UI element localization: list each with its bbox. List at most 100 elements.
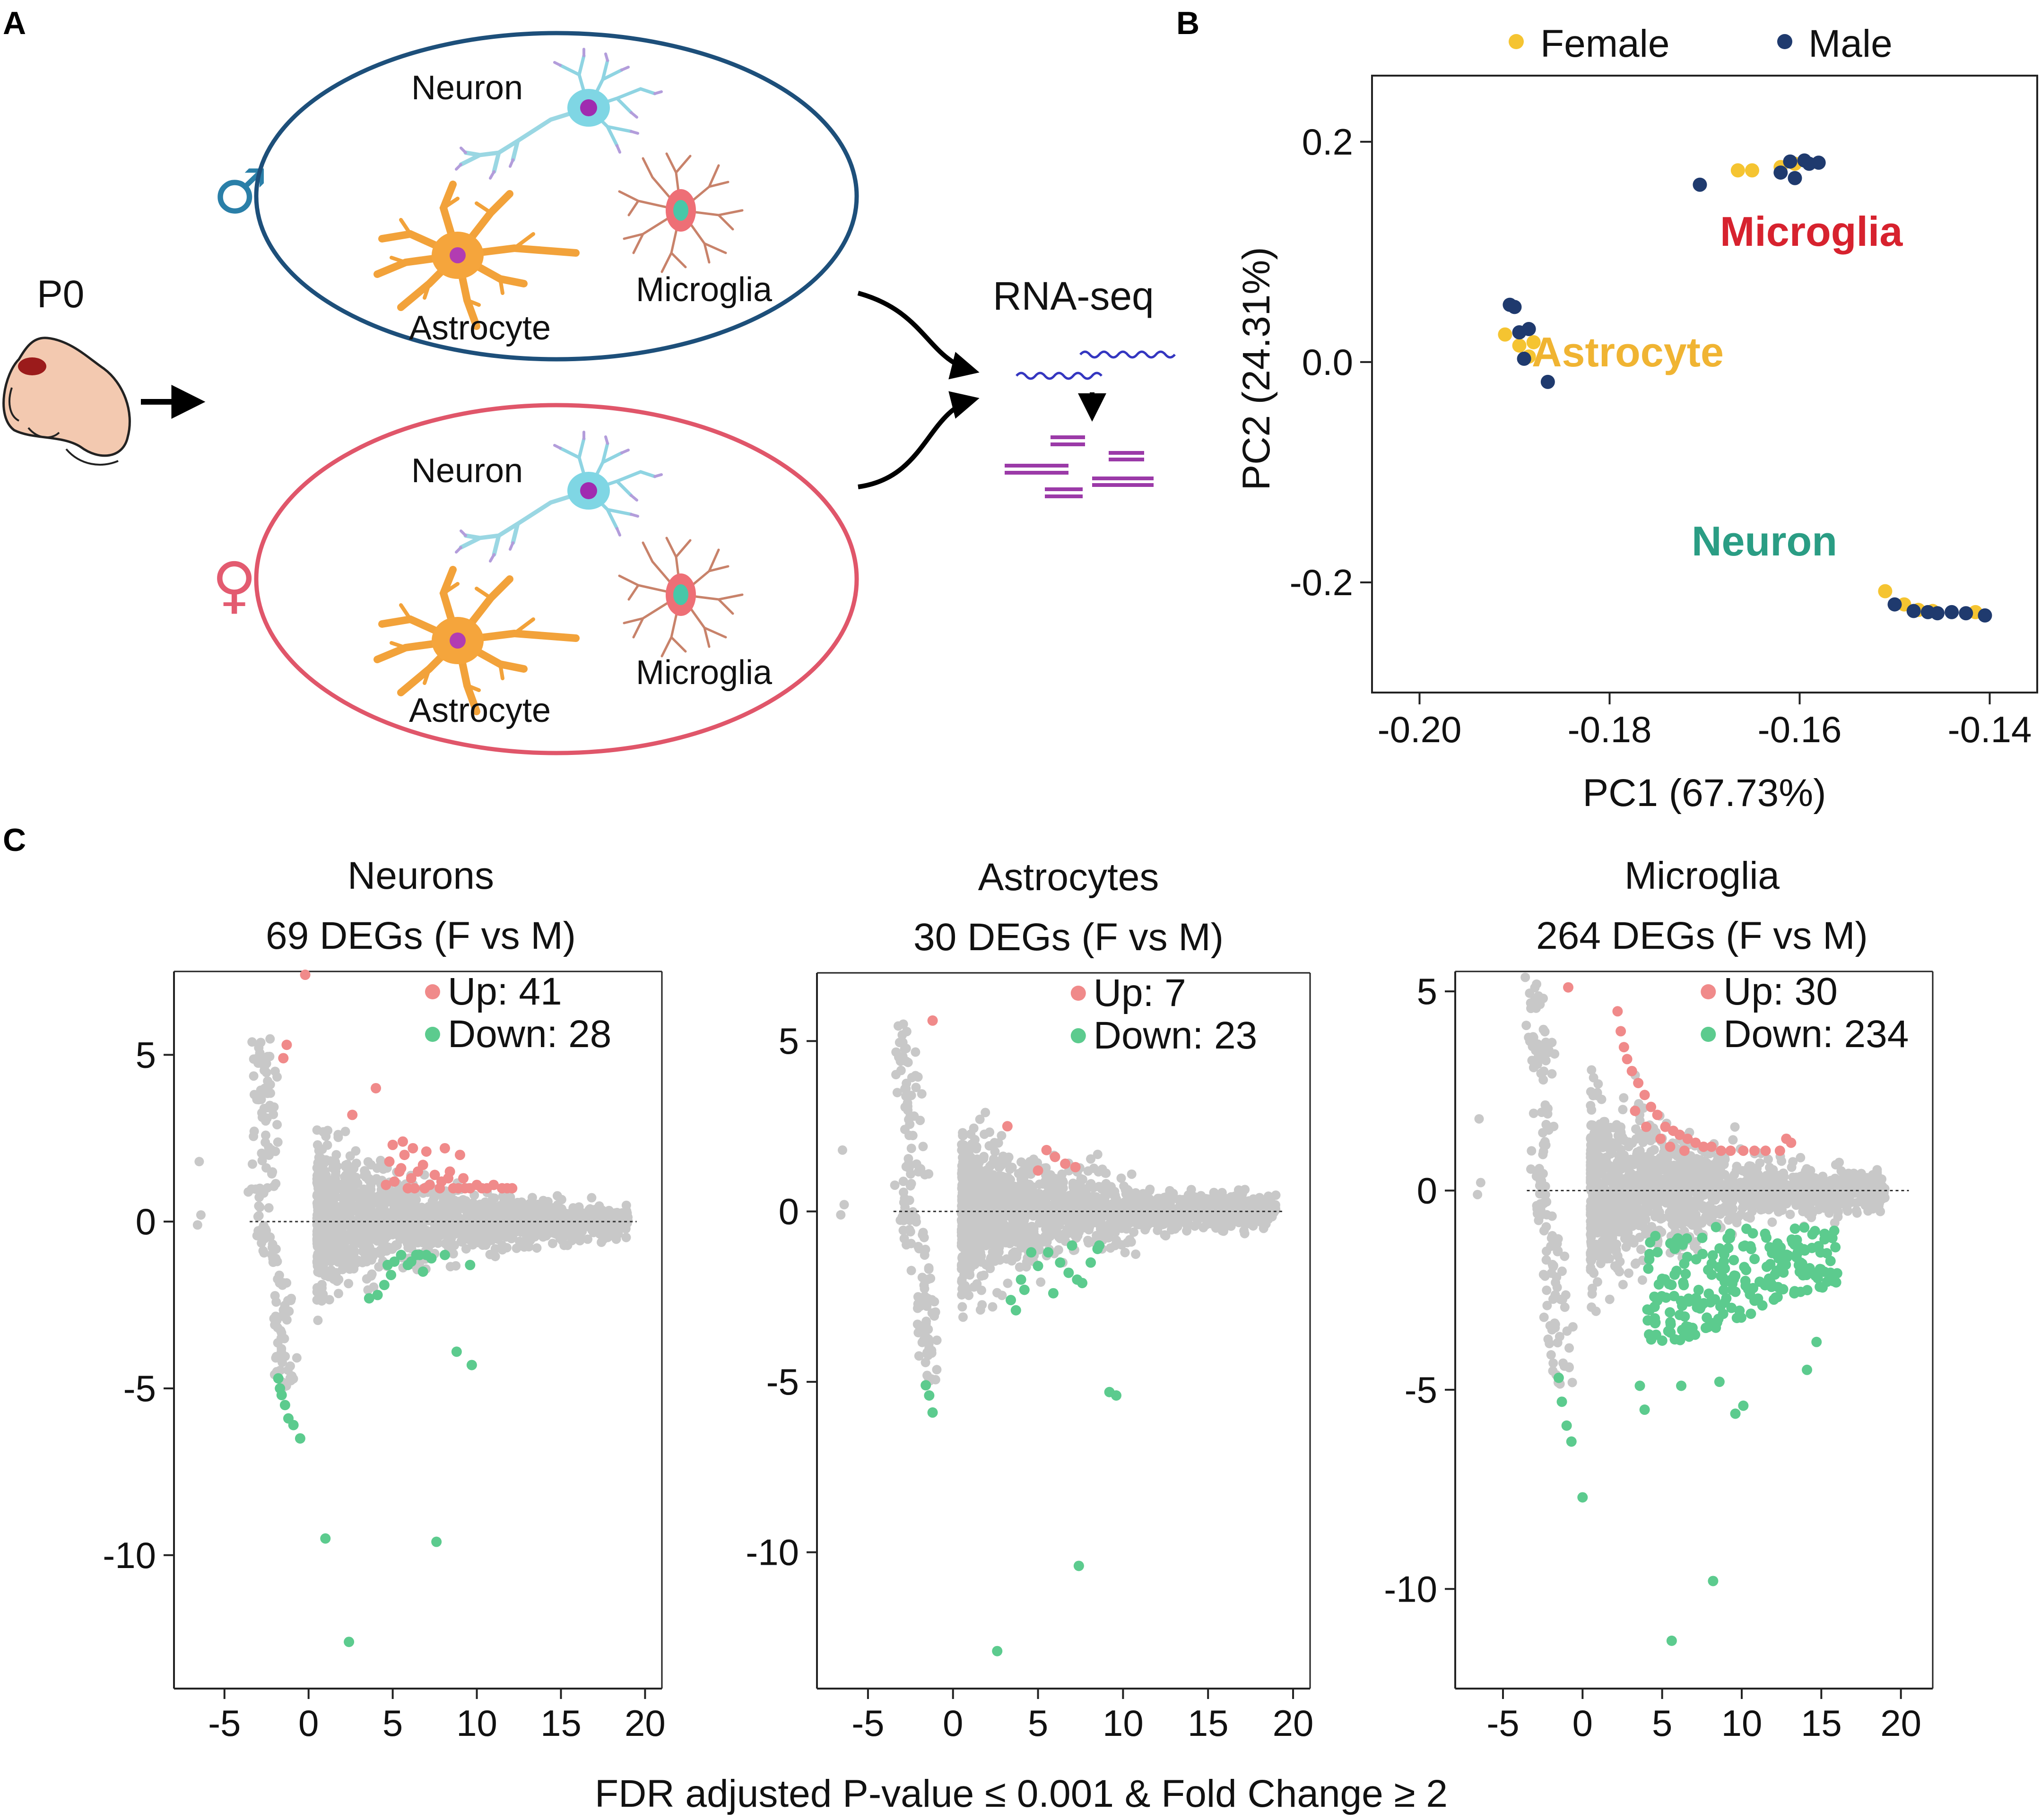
down-point (276, 1390, 287, 1401)
ns-point (1870, 1202, 1880, 1212)
down-point (439, 1249, 450, 1260)
ns-point (1592, 1277, 1602, 1287)
ns-point (1000, 1183, 1010, 1193)
ns-point (410, 1193, 420, 1203)
volcano-xtick-label: 15 (540, 1702, 582, 1744)
ns-point (404, 1207, 414, 1217)
up-point (477, 1183, 487, 1194)
ns-point (269, 1102, 279, 1112)
down-point (1019, 1284, 1030, 1295)
ns-point (519, 1242, 529, 1252)
pca-point-male (1887, 597, 1902, 612)
up-point (454, 1150, 465, 1161)
ns-point (361, 1172, 371, 1182)
non-significant-genes (836, 1019, 1281, 1386)
ns-point (270, 1291, 280, 1301)
up-point (1041, 1144, 1052, 1155)
up-point (1002, 1121, 1013, 1132)
down-point (382, 1259, 393, 1270)
ns-point (317, 1280, 327, 1290)
up-point (1033, 1165, 1043, 1176)
ns-point (926, 1274, 936, 1283)
male-cells-ellipse (254, 31, 859, 362)
volcano-ytick-label: 5 (1417, 971, 1437, 1012)
down-point (1067, 1240, 1077, 1251)
pca-point-male (1945, 605, 1959, 619)
ns-point (283, 1365, 293, 1375)
ns-point (603, 1218, 613, 1228)
pca-point-male (1783, 154, 1798, 169)
pca-point-male (1693, 177, 1707, 192)
ns-point (836, 1210, 846, 1220)
down-point (279, 1400, 290, 1411)
ns-point (362, 1274, 372, 1284)
ns-point (903, 1154, 913, 1164)
ns-point (898, 1051, 908, 1061)
ns-point (461, 1244, 471, 1254)
ns-point (1847, 1188, 1857, 1198)
ns-point (1773, 1187, 1783, 1197)
ns-point (1022, 1257, 1032, 1267)
up-point (399, 1150, 410, 1161)
ns-point (386, 1216, 396, 1226)
ns-point (1635, 1232, 1645, 1242)
up-point (429, 1170, 440, 1180)
volcano-ytick-label: -10 (746, 1532, 799, 1573)
ns-point (1636, 1244, 1646, 1254)
ns-point (313, 1252, 322, 1262)
ns-point (424, 1202, 434, 1212)
ns-point (313, 1167, 323, 1177)
female-astrocyte-cell (377, 570, 576, 711)
ns-point (958, 1312, 968, 1322)
ns-point (427, 1229, 437, 1239)
ns-point (1120, 1248, 1130, 1257)
ns-point (1117, 1199, 1127, 1209)
ns-point (957, 1252, 967, 1262)
volcano-xtick-label: 0 (943, 1702, 963, 1744)
pca-point-female (1730, 163, 1745, 178)
ns-point (994, 1247, 1004, 1257)
ns-point (839, 1200, 849, 1210)
ns-point (556, 1222, 566, 1231)
volcano-ytick-label: -5 (123, 1368, 156, 1409)
ns-point (1012, 1249, 1022, 1259)
volcano-ytick-label: -5 (766, 1361, 799, 1403)
ns-point (1123, 1186, 1133, 1196)
pca-point-female (1498, 327, 1512, 342)
ns-point (1749, 1180, 1759, 1190)
ns-point (1618, 1280, 1628, 1290)
ns-point (932, 1365, 942, 1375)
volcano-subtitle: 30 DEGs (F vs M) (913, 916, 1224, 959)
ns-point (995, 1255, 1005, 1265)
ns-point (983, 1215, 993, 1225)
volcano-xtick-label: 10 (1103, 1702, 1144, 1744)
volcano-ytick-label: -10 (1384, 1568, 1437, 1610)
volcano-xtick-label: -5 (1486, 1702, 1519, 1744)
ns-point (394, 1212, 404, 1222)
ns-point (325, 1251, 335, 1261)
ns-point (251, 1184, 261, 1194)
ns-point (990, 1138, 999, 1148)
up-point (394, 1166, 405, 1177)
ns-point (1587, 1120, 1597, 1130)
ns-point (355, 1237, 365, 1247)
female-neuron-cell (456, 432, 661, 561)
pca-point-male (1978, 608, 1992, 623)
ns-point (367, 1196, 377, 1206)
ns-point (976, 1285, 986, 1295)
ns-point (268, 1254, 278, 1264)
pca-xlabel: PC1 (67.73%) (1582, 771, 1826, 815)
down-point (1043, 1247, 1054, 1258)
ns-point (478, 1214, 488, 1224)
ns-point (443, 1236, 452, 1246)
ns-point (333, 1257, 343, 1267)
ns-point (1183, 1219, 1193, 1229)
ns-point (1036, 1277, 1046, 1287)
ns-point (899, 1187, 909, 1197)
ns-point (1246, 1200, 1256, 1210)
ns-point (1215, 1199, 1225, 1209)
pca-xtick-label: -0.20 (1378, 709, 1462, 750)
ns-point (975, 1166, 985, 1176)
ns-point (324, 1267, 334, 1277)
